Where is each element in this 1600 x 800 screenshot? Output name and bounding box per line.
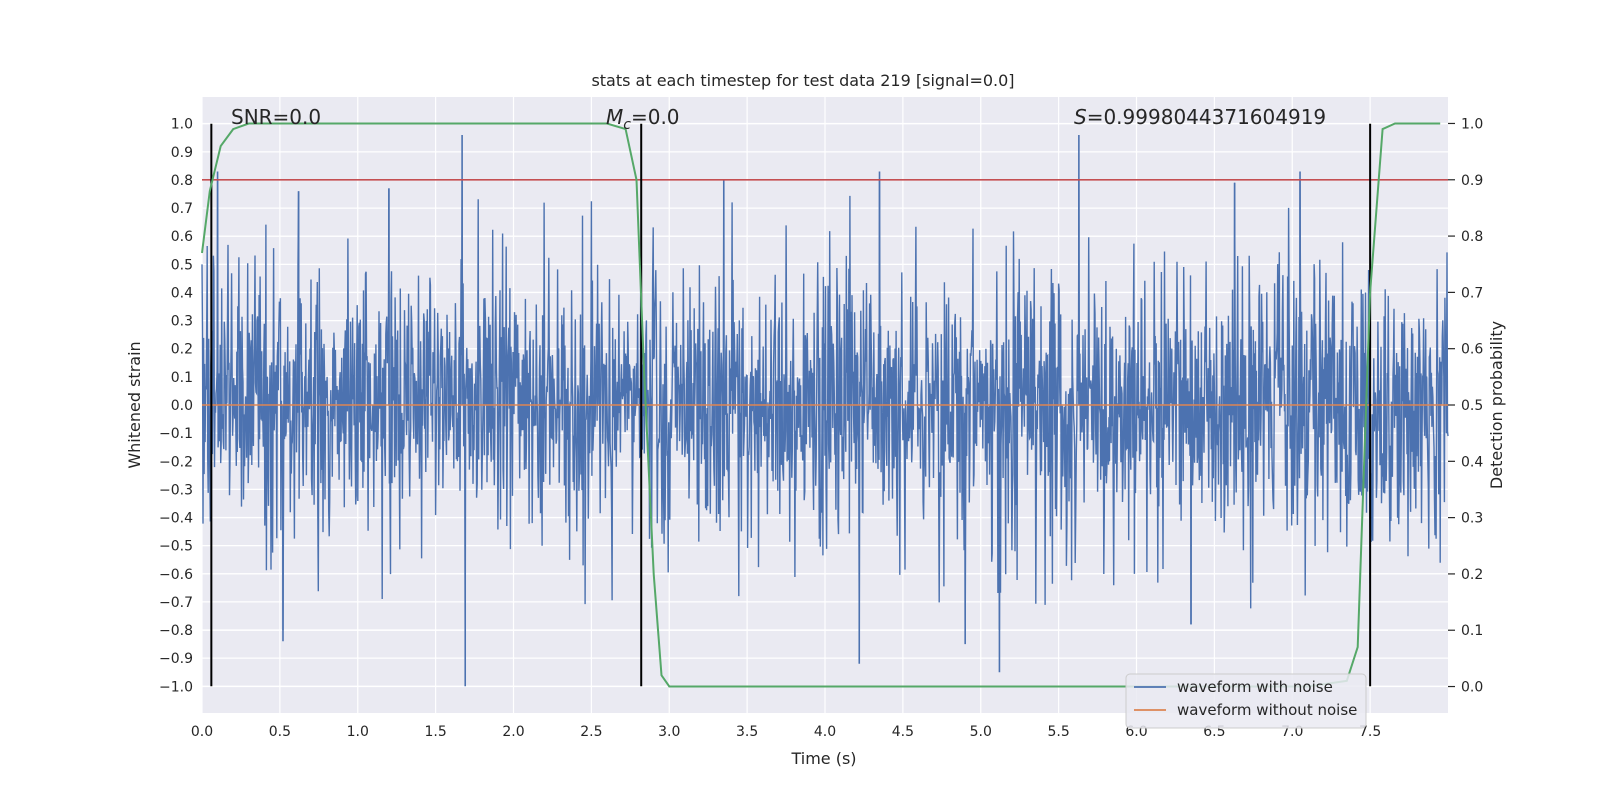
x-tick-label: 1.0 [347, 724, 369, 740]
score-value: =0.9998044371604919 [1087, 105, 1326, 129]
y2-tick-label: 0.6 [1461, 342, 1483, 358]
y-tick-label: −1.0 [159, 679, 193, 695]
x-tick-label: 5.0 [970, 724, 992, 740]
x-tick-label: 4.0 [814, 724, 836, 740]
y2-tick-label: 0.3 [1461, 511, 1483, 527]
y-tick-label: −0.6 [159, 567, 193, 583]
x-tick-label: 3.0 [658, 724, 680, 740]
y-tick-label: −0.4 [159, 511, 193, 527]
y-tick-label: −0.5 [159, 539, 193, 555]
y2-axis-ticks: 1.0 0.9 0.8 0.7 0.6 0.5 0.4 0.3 0.2 0.1 0.0 [1448, 116, 1483, 696]
x-tick-label: 4.5 [892, 724, 914, 740]
detection-probability-line [201, 122, 1441, 688]
y-tick-label: 0.6 [171, 229, 193, 245]
y-tick-label: 0.1 [171, 370, 193, 386]
y-tick-label: 0.0 [171, 398, 193, 414]
y-tick-label: 0.7 [171, 201, 193, 217]
y2-tick-label: 0.0 [1461, 680, 1483, 696]
x-tick-label: 0.0 [191, 724, 213, 740]
y-tick-label: −0.9 [159, 651, 193, 667]
line-series [201, 122, 1448, 688]
y-tick-label: 0.8 [171, 173, 193, 189]
x-tick-label: 2.5 [580, 724, 602, 740]
chart-title: stats at each timestep for test data 219… [591, 71, 1014, 90]
y-tick-label: 0.2 [171, 342, 193, 358]
snr-annotation: SNR=0.0 [231, 105, 321, 129]
waveform-with-noise-series [201, 134, 1449, 687]
y2-axis-title: Detection probability [1487, 321, 1506, 489]
legend-box [1125, 673, 1367, 729]
y-tick-label: −0.7 [159, 595, 193, 611]
y2-tick-label: 0.4 [1461, 454, 1483, 470]
y2-tick-label: 0.1 [1461, 623, 1483, 639]
y2-tick-label: 0.9 [1461, 173, 1483, 189]
y-tick-label: 0.3 [171, 314, 193, 330]
legend: waveform with noise waveform without noi… [1125, 673, 1367, 729]
legend-label-noise: waveform with noise [1177, 678, 1333, 696]
chirp-mass-annotation: Mc=0.0 [606, 105, 680, 133]
x-tick-label: 5.5 [1047, 724, 1069, 740]
legend-label-clean: waveform without noise [1177, 701, 1357, 719]
x-tick-label: 3.5 [736, 724, 758, 740]
waveform-with-noise-line [201, 179, 1449, 631]
y2-tick-label: 0.7 [1461, 285, 1483, 301]
y-tick-label: −0.2 [159, 454, 193, 470]
x-tick-label: 7.5 [1359, 724, 1381, 740]
y-tick-label: 1.0 [171, 117, 193, 133]
x-tick-label: 0.5 [269, 724, 291, 740]
y2-tick-label: 0.8 [1461, 229, 1483, 245]
chirp-mass-symbol: M [606, 105, 623, 129]
y2-tick-label: 0.2 [1461, 567, 1483, 583]
score-symbol: S [1074, 105, 1087, 129]
chirp-mass-subscript: c [623, 117, 631, 133]
score-annotation: S=0.9998044371604919 [1074, 105, 1326, 129]
y-tick-label: 0.9 [171, 145, 193, 161]
y-tick-label: −0.8 [159, 623, 193, 639]
y-tick-label: −0.1 [159, 426, 193, 442]
y-tick-label: 0.4 [171, 285, 193, 301]
y-axis-ticks: 1.0 0.9 0.8 0.7 0.6 0.5 0.4 0.3 0.2 0.1 0.0 −0.1 −0.… [159, 117, 193, 696]
y-tick-label: 0.5 [171, 257, 193, 273]
x-tick-label: 2.0 [502, 724, 524, 740]
y2-tick-label: 0.5 [1461, 398, 1483, 414]
y-tick-label: −0.3 [159, 482, 193, 498]
x-tick-label: 1.5 [424, 724, 446, 740]
y2-tick-label: 1.0 [1461, 116, 1483, 132]
chirp-mass-value: =0.0 [631, 105, 680, 129]
y-axis-title: Whitened strain [125, 341, 144, 468]
x-axis-title: Time (s) [790, 749, 856, 768]
